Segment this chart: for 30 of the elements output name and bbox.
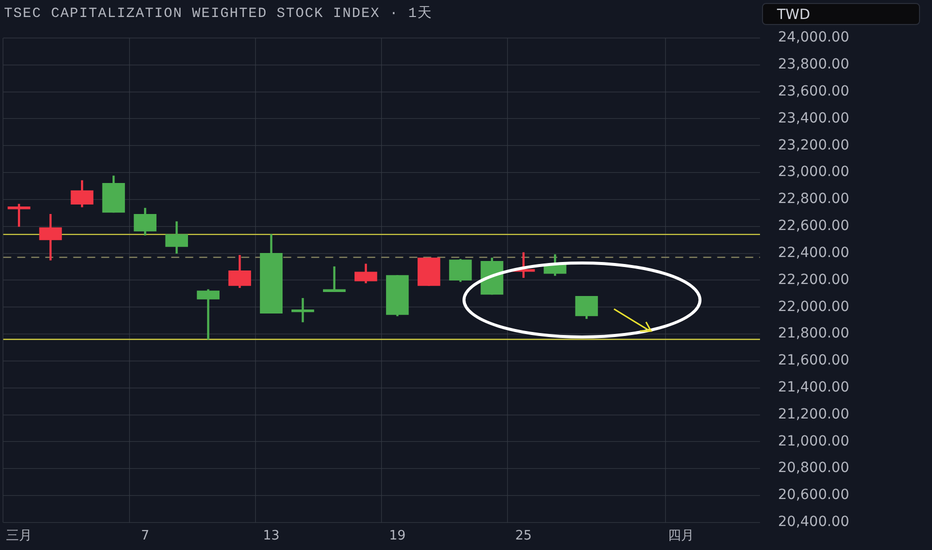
y-tick-label: 23,400.00 xyxy=(778,110,850,126)
candlestick xyxy=(322,266,346,292)
chart-title: TSEC CAPITALIZATION WEIGHTED STOCK INDEX · 1天 xyxy=(4,5,433,22)
y-axis-title: TWD xyxy=(762,3,920,25)
y-tick-label: 24,000.00 xyxy=(778,30,850,46)
x-tick-label: 三月 xyxy=(6,528,32,544)
y-tick-label: 21,200.00 xyxy=(778,406,850,422)
candlestick xyxy=(196,289,220,340)
x-tick-label: 13 xyxy=(262,528,280,544)
y-tick-label: 21,600.00 xyxy=(778,352,850,369)
y-tick-label: 22,600.00 xyxy=(778,218,850,234)
y-tick-label: 23,800.00 xyxy=(778,56,850,73)
x-tick-label: 25 xyxy=(515,528,532,544)
x-tick-label: 四月 xyxy=(668,528,694,544)
candlestick xyxy=(291,298,314,322)
y-tick-label: 21,000.00 xyxy=(778,433,850,450)
y-tick-label: 20,600.00 xyxy=(778,487,850,504)
y-tick-label: 22,800.00 xyxy=(778,191,850,208)
y-tick-label: 20,400.00 xyxy=(778,514,850,530)
y-tick-label: 21,800.00 xyxy=(778,326,850,342)
y-tick-label: 22,000.00 xyxy=(778,298,850,315)
y-tick-label: 23,000.00 xyxy=(778,164,850,180)
x-tick-label: 7 xyxy=(140,528,150,544)
y-tick-label: 23,200.00 xyxy=(778,137,850,154)
y-tick-label: 20,800.00 xyxy=(778,460,850,476)
y-tick-label: 23,600.00 xyxy=(778,83,850,100)
y-tick-label: 22,400.00 xyxy=(778,244,850,261)
y-tick-label: 22,200.00 xyxy=(778,272,850,288)
y-tick-label: 21,400.00 xyxy=(778,379,850,396)
x-tick-label: 19 xyxy=(389,528,406,544)
